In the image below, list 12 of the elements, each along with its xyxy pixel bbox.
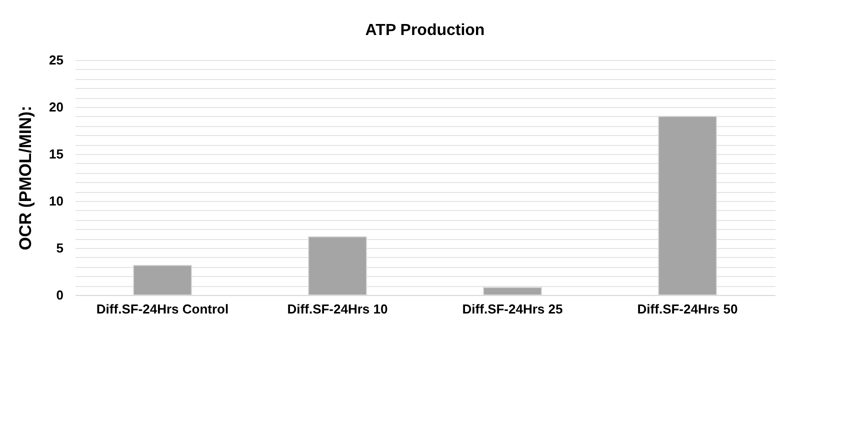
y-axis-title: OCR (PMOL/MIN):: [16, 106, 36, 250]
x-tick-label: Diff.SF-24Hrs Control: [96, 302, 229, 316]
chart-title: ATP Production: [365, 22, 485, 39]
y-tick-label: 5: [56, 240, 64, 256]
x-tick-label: Diff.SF-24Hrs 10: [287, 302, 388, 316]
y-tick-label: 20: [49, 100, 64, 114]
y-tick-label: 25: [49, 52, 64, 68]
y-tick-label: 10: [49, 194, 64, 208]
y-tick-label: 0: [56, 288, 64, 302]
x-tick-label: Diff.SF-24Hrs 50: [637, 302, 738, 316]
x-tick-label: Diff.SF-24Hrs 25: [462, 302, 563, 316]
y-tick-label: 15: [49, 146, 64, 162]
